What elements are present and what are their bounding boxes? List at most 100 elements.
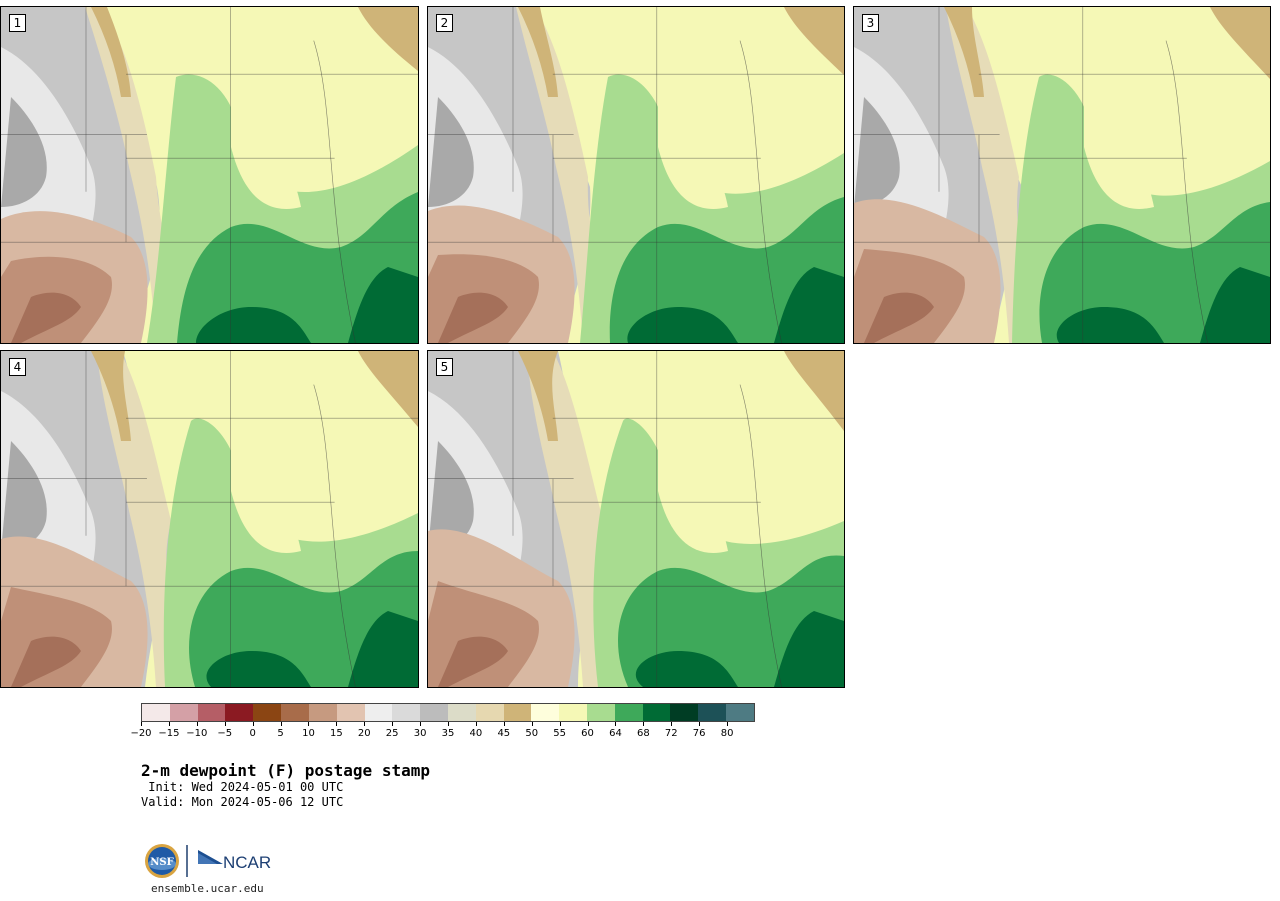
dry-region-dark (428, 97, 474, 207)
colorbar-tickmark (475, 722, 477, 726)
panel-3: 3 (853, 6, 1271, 344)
colorbar-tick-label: 25 (385, 728, 399, 739)
moist-pocket (231, 441, 301, 553)
state-border (739, 384, 782, 687)
humid-band (177, 192, 418, 343)
humid-core (627, 307, 738, 343)
colorbar-swatch (392, 704, 421, 721)
website-url: ensemble.ucar.edu (151, 882, 264, 895)
dry-region-dark (428, 441, 474, 551)
colorbar-tick-label: 0 (249, 728, 256, 739)
colorbar-swatch (336, 704, 365, 721)
colorbar-tick-label: −15 (158, 728, 180, 739)
colorbar-swatch (225, 704, 254, 721)
ne-dry-corner (358, 7, 418, 71)
nsf-text: NSF (150, 857, 173, 868)
colorbar-tickmark (448, 722, 449, 726)
colorbar-ticks: −20 −15 −10 −5 0 5 10 15 20 25 30 35 40 45 50 55 60 64 68 7… (130, 722, 755, 742)
dry-sw-dark (11, 292, 81, 343)
colorbar-tickmark (141, 722, 142, 726)
colorbar-tick-label: −5 (217, 728, 233, 739)
tan-band (944, 7, 984, 97)
map-5 (428, 351, 844, 687)
colorbar-tick-label: 80 (720, 728, 734, 739)
colorbar-tick-label: 50 (525, 728, 539, 739)
colorbar-swatch (308, 704, 337, 721)
humid-core (206, 651, 311, 687)
colorbar-tickmark (308, 722, 310, 726)
colorbar-swatch (169, 704, 198, 721)
nsf-ncar-logo: NSF NCAR (145, 844, 271, 878)
ne-dry-corner (784, 7, 844, 75)
ne-dry-corner (1210, 7, 1270, 79)
colorbar-tickmark (587, 722, 589, 726)
moist-pocket (1084, 97, 1154, 209)
humid-core-east (1200, 267, 1270, 343)
dry-sw-dark (864, 292, 934, 343)
tan-band (91, 7, 131, 97)
colorbar-tick-label: 10 (302, 728, 315, 739)
map-3 (854, 7, 1270, 343)
humid-core-east (774, 611, 844, 687)
colorbar-tick-label: −10 (186, 728, 208, 739)
colorbar-tickmark (699, 722, 701, 726)
panel-1: 1 (0, 6, 419, 344)
humid-band (609, 197, 844, 343)
map-1 (1, 7, 418, 343)
colorbar-swatch (559, 704, 587, 721)
moist-pocket (658, 97, 728, 209)
humid-core (635, 651, 738, 687)
colorbar-tick-label: −20 (130, 728, 152, 739)
tan-band (91, 351, 131, 441)
figure-title: 2-m dewpoint (F) postage stamp (141, 761, 430, 780)
humid-core-east (348, 611, 418, 687)
colorbar-tick-label: 20 (357, 728, 371, 739)
dry-sw-dark (438, 636, 508, 687)
map-4 (1, 351, 418, 687)
colorbar-tick-label: 15 (329, 728, 343, 739)
colorbar-tick-label: 55 (553, 728, 566, 739)
colorbar-swatch (670, 704, 699, 721)
colorbar-swatch (197, 704, 226, 721)
colorbar-swatch (281, 704, 309, 721)
colorbar (141, 703, 755, 722)
colorbar-tick-label: 35 (441, 728, 455, 739)
colorbar-swatch (503, 704, 532, 721)
colorbar-tickmark (727, 722, 729, 726)
valid-time: Valid: Mon 2024-05-06 12 UTC (141, 795, 344, 809)
map-2 (428, 7, 844, 343)
panel-4-label: 4 (9, 358, 26, 376)
colorbar-tickmark (280, 722, 282, 726)
dry-region-dark (854, 97, 900, 207)
colorbar-tick-label: 5 (277, 728, 284, 739)
tan-band (518, 351, 558, 441)
colorbar-tickmark (224, 722, 226, 726)
state-border (313, 40, 356, 343)
moist-pocket (658, 441, 728, 553)
colorbar-swatch (447, 704, 476, 721)
colorbar-tick-label: 68 (636, 728, 650, 739)
colorbar-swatch (475, 704, 504, 721)
colorbar-tickmark (336, 722, 338, 726)
colorbar-tickmark (615, 722, 617, 726)
panel-5: 5 (427, 350, 845, 688)
ncar-text: NCAR (223, 853, 271, 872)
colorbar-tick-label: 72 (664, 728, 678, 739)
colorbar-tick-label: 45 (497, 728, 511, 739)
panel-3-label: 3 (862, 14, 879, 32)
colorbar-tick-label: 40 (469, 728, 483, 739)
colorbar-tickmark (196, 722, 198, 726)
colorbar-swatch (364, 704, 393, 721)
dry-region-dark (1, 441, 47, 551)
humid-core (196, 307, 311, 343)
colorbar-swatch (587, 704, 615, 721)
colorbar-tickmark (420, 722, 422, 726)
init-time: Init: Wed 2024-05-01 00 UTC (141, 780, 344, 794)
colorbar-tickmark (503, 722, 505, 726)
dry-sw-dark (438, 292, 508, 343)
humid-core-east (774, 267, 844, 343)
colorbar-tickmark (364, 722, 366, 726)
colorbar-tickmark (168, 722, 170, 726)
moist-pocket (231, 97, 301, 209)
colorbar-tickmark (252, 722, 254, 726)
